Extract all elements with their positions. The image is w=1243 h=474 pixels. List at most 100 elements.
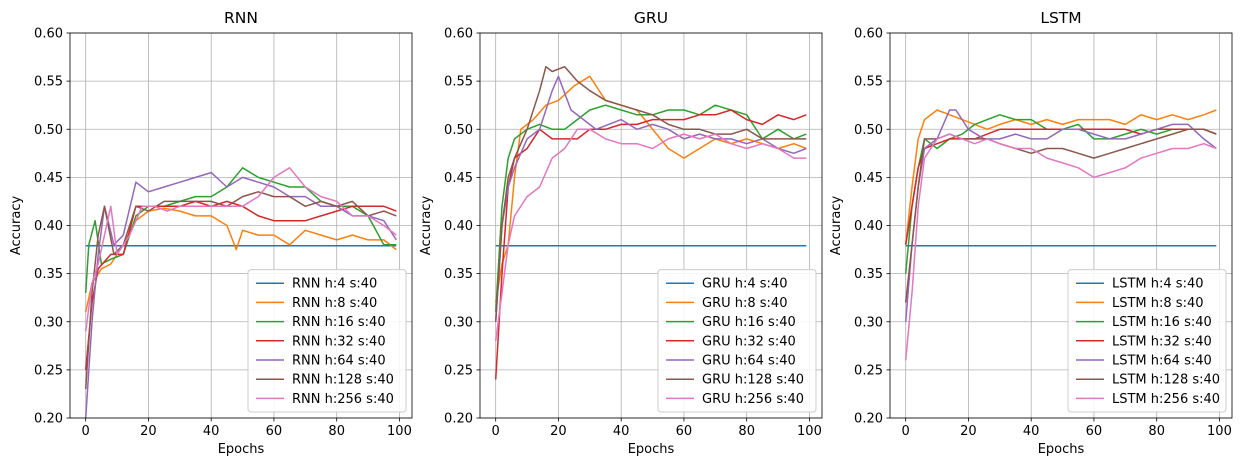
series-group (904, 109, 1217, 361)
x-tick-label: 20 (550, 424, 567, 439)
x-tick-label: 20 (960, 424, 977, 439)
x-tick-label: 60 (266, 424, 283, 439)
y-tick-label: 0.45 (444, 171, 473, 186)
legend-label: RNN h:64 s:40 (292, 354, 386, 369)
legend-label: RNN h:4 s:40 (292, 277, 377, 292)
chart-title: GRU (634, 9, 668, 27)
y-tick-label: 0.60 (854, 27, 883, 42)
series-line-gru-h-256-s-40 (494, 128, 807, 342)
y-axis-label: Accuracy (9, 196, 24, 256)
x-tick-label: 100 (1207, 424, 1232, 439)
legend-label: RNN h:128 s:40 (292, 373, 394, 388)
legend-label: RNN h:16 s:40 (292, 315, 386, 330)
x-tick-label: 100 (797, 424, 822, 439)
series-line-lstm-h-16-s-40 (904, 114, 1217, 274)
y-tick-label: 0.20 (444, 412, 473, 427)
x-tick-label: 40 (203, 424, 220, 439)
legend-label: LSTM h:256 s:40 (1112, 392, 1220, 407)
series-line-gru-h-128-s-40 (494, 65, 807, 322)
legend-label: GRU h:8 s:40 (702, 296, 787, 311)
y-tick-label: 0.60 (34, 27, 63, 42)
legend-box (657, 269, 817, 413)
x-tick-label: 80 (1148, 424, 1165, 439)
y-tick-label: 0.60 (444, 27, 473, 42)
chart-panel-rnn: 0 20 40 60 80 100 0.20 0.25 0.30 0.35 0.40 0.45 0.50… (9, 9, 413, 457)
series-line-gru-h-16-s-40 (494, 104, 807, 313)
series-group (84, 167, 397, 418)
legend-label: LSTM h:8 s:40 (1112, 296, 1204, 311)
legend: RNN h:4 s:40 RNN h:8 s:40 RNN h:16 s:40 RNN… (247, 269, 407, 413)
y-tick-label: 0.55 (854, 75, 883, 90)
legend: LSTM h:4 s:40 LSTM h:8 s:40 LSTM h:16 s:40… (1067, 269, 1227, 413)
legend-label: LSTM h:64 s:40 (1112, 354, 1212, 369)
x-tick-label: 100 (387, 424, 412, 439)
x-tick-label: 20 (140, 424, 157, 439)
series-line-lstm-h-64-s-40 (904, 109, 1217, 322)
x-tick-label: 0 (492, 424, 500, 439)
y-tick-label: 0.30 (34, 315, 63, 330)
series-line-rnn-h-64-s-40 (84, 171, 397, 418)
y-tick-label: 0.20 (34, 412, 63, 427)
x-tick-label: 60 (676, 424, 693, 439)
x-tick-label: 0 (902, 424, 910, 439)
legend-label: LSTM h:16 s:40 (1112, 315, 1212, 330)
legend-label: GRU h:32 s:40 (702, 334, 796, 349)
y-tick-label: 0.45 (34, 171, 63, 186)
legend-label: GRU h:128 s:40 (702, 373, 804, 388)
y-tick-label: 0.25 (854, 363, 883, 378)
legend-label: GRU h:4 s:40 (702, 277, 787, 292)
y-tick-label: 0.40 (34, 219, 63, 234)
x-tick-label: 40 (1023, 424, 1040, 439)
chart-panel-lstm: 0 20 40 60 80 100 0.20 0.25 0.30 0.35 0.40 0.45 0.50… (829, 9, 1233, 457)
y-axis-label: Accuracy (419, 196, 434, 256)
series-line-rnn-h-16-s-40 (84, 167, 397, 293)
y-tick-label: 0.25 (34, 363, 63, 378)
y-tick-label: 0.40 (444, 219, 473, 234)
series-line-lstm-h-8-s-40 (904, 109, 1217, 245)
y-tick-label: 0.40 (854, 219, 883, 234)
series-line-rnn-h-256-s-40 (84, 167, 397, 332)
x-axis-label: Epochs (628, 442, 675, 457)
x-axis-label: Epochs (218, 442, 265, 457)
legend-label: GRU h:64 s:40 (702, 354, 796, 369)
y-tick-label: 0.35 (444, 267, 473, 282)
series-line-lstm-h-256-s-40 (904, 133, 1217, 361)
series-group (494, 65, 807, 380)
series-line-rnn-h-128-s-40 (84, 191, 397, 390)
y-tick-label: 0.50 (444, 123, 473, 138)
y-tick-label: 0.35 (854, 267, 883, 282)
chart-panel-gru: 0 20 40 60 80 100 0.20 0.25 0.30 0.35 0.40 0.45 0.50… (419, 9, 823, 457)
x-tick-label: 0 (82, 424, 90, 439)
series-line-lstm-h-128-s-40 (904, 128, 1217, 303)
y-axis-label: Accuracy (829, 196, 844, 256)
y-tick-label: 0.30 (854, 315, 883, 330)
chart-title: RNN (224, 9, 258, 27)
x-tick-label: 60 (1086, 424, 1103, 439)
legend-label: GRU h:256 s:40 (702, 392, 804, 407)
legend-label: LSTM h:32 s:40 (1112, 334, 1212, 349)
y-tick-label: 0.25 (444, 363, 473, 378)
y-tick-label: 0.20 (854, 412, 883, 427)
x-axis-label: Epochs (1038, 442, 1085, 457)
chart-title: LSTM (1040, 9, 1081, 27)
legend-label: GRU h:16 s:40 (702, 315, 796, 330)
series-line-lstm-h-32-s-40 (904, 128, 1217, 245)
legend-box (1067, 269, 1227, 413)
legend-box (247, 269, 407, 413)
legend-label: RNN h:32 s:40 (292, 334, 386, 349)
y-tick-label: 0.55 (34, 75, 63, 90)
y-tick-label: 0.30 (444, 315, 473, 330)
x-tick-label: 80 (738, 424, 755, 439)
y-tick-label: 0.55 (444, 75, 473, 90)
legend-label: LSTM h:4 s:40 (1112, 277, 1204, 292)
legend-label: RNN h:8 s:40 (292, 296, 377, 311)
y-tick-label: 0.35 (34, 267, 63, 282)
legend: GRU h:4 s:40 GRU h:8 s:40 GRU h:16 s:40 GRU… (657, 269, 817, 413)
y-tick-label: 0.45 (854, 171, 883, 186)
legend-label: RNN h:256 s:40 (292, 392, 394, 407)
x-tick-label: 40 (613, 424, 630, 439)
y-tick-label: 0.50 (34, 123, 63, 138)
x-tick-label: 80 (328, 424, 345, 439)
